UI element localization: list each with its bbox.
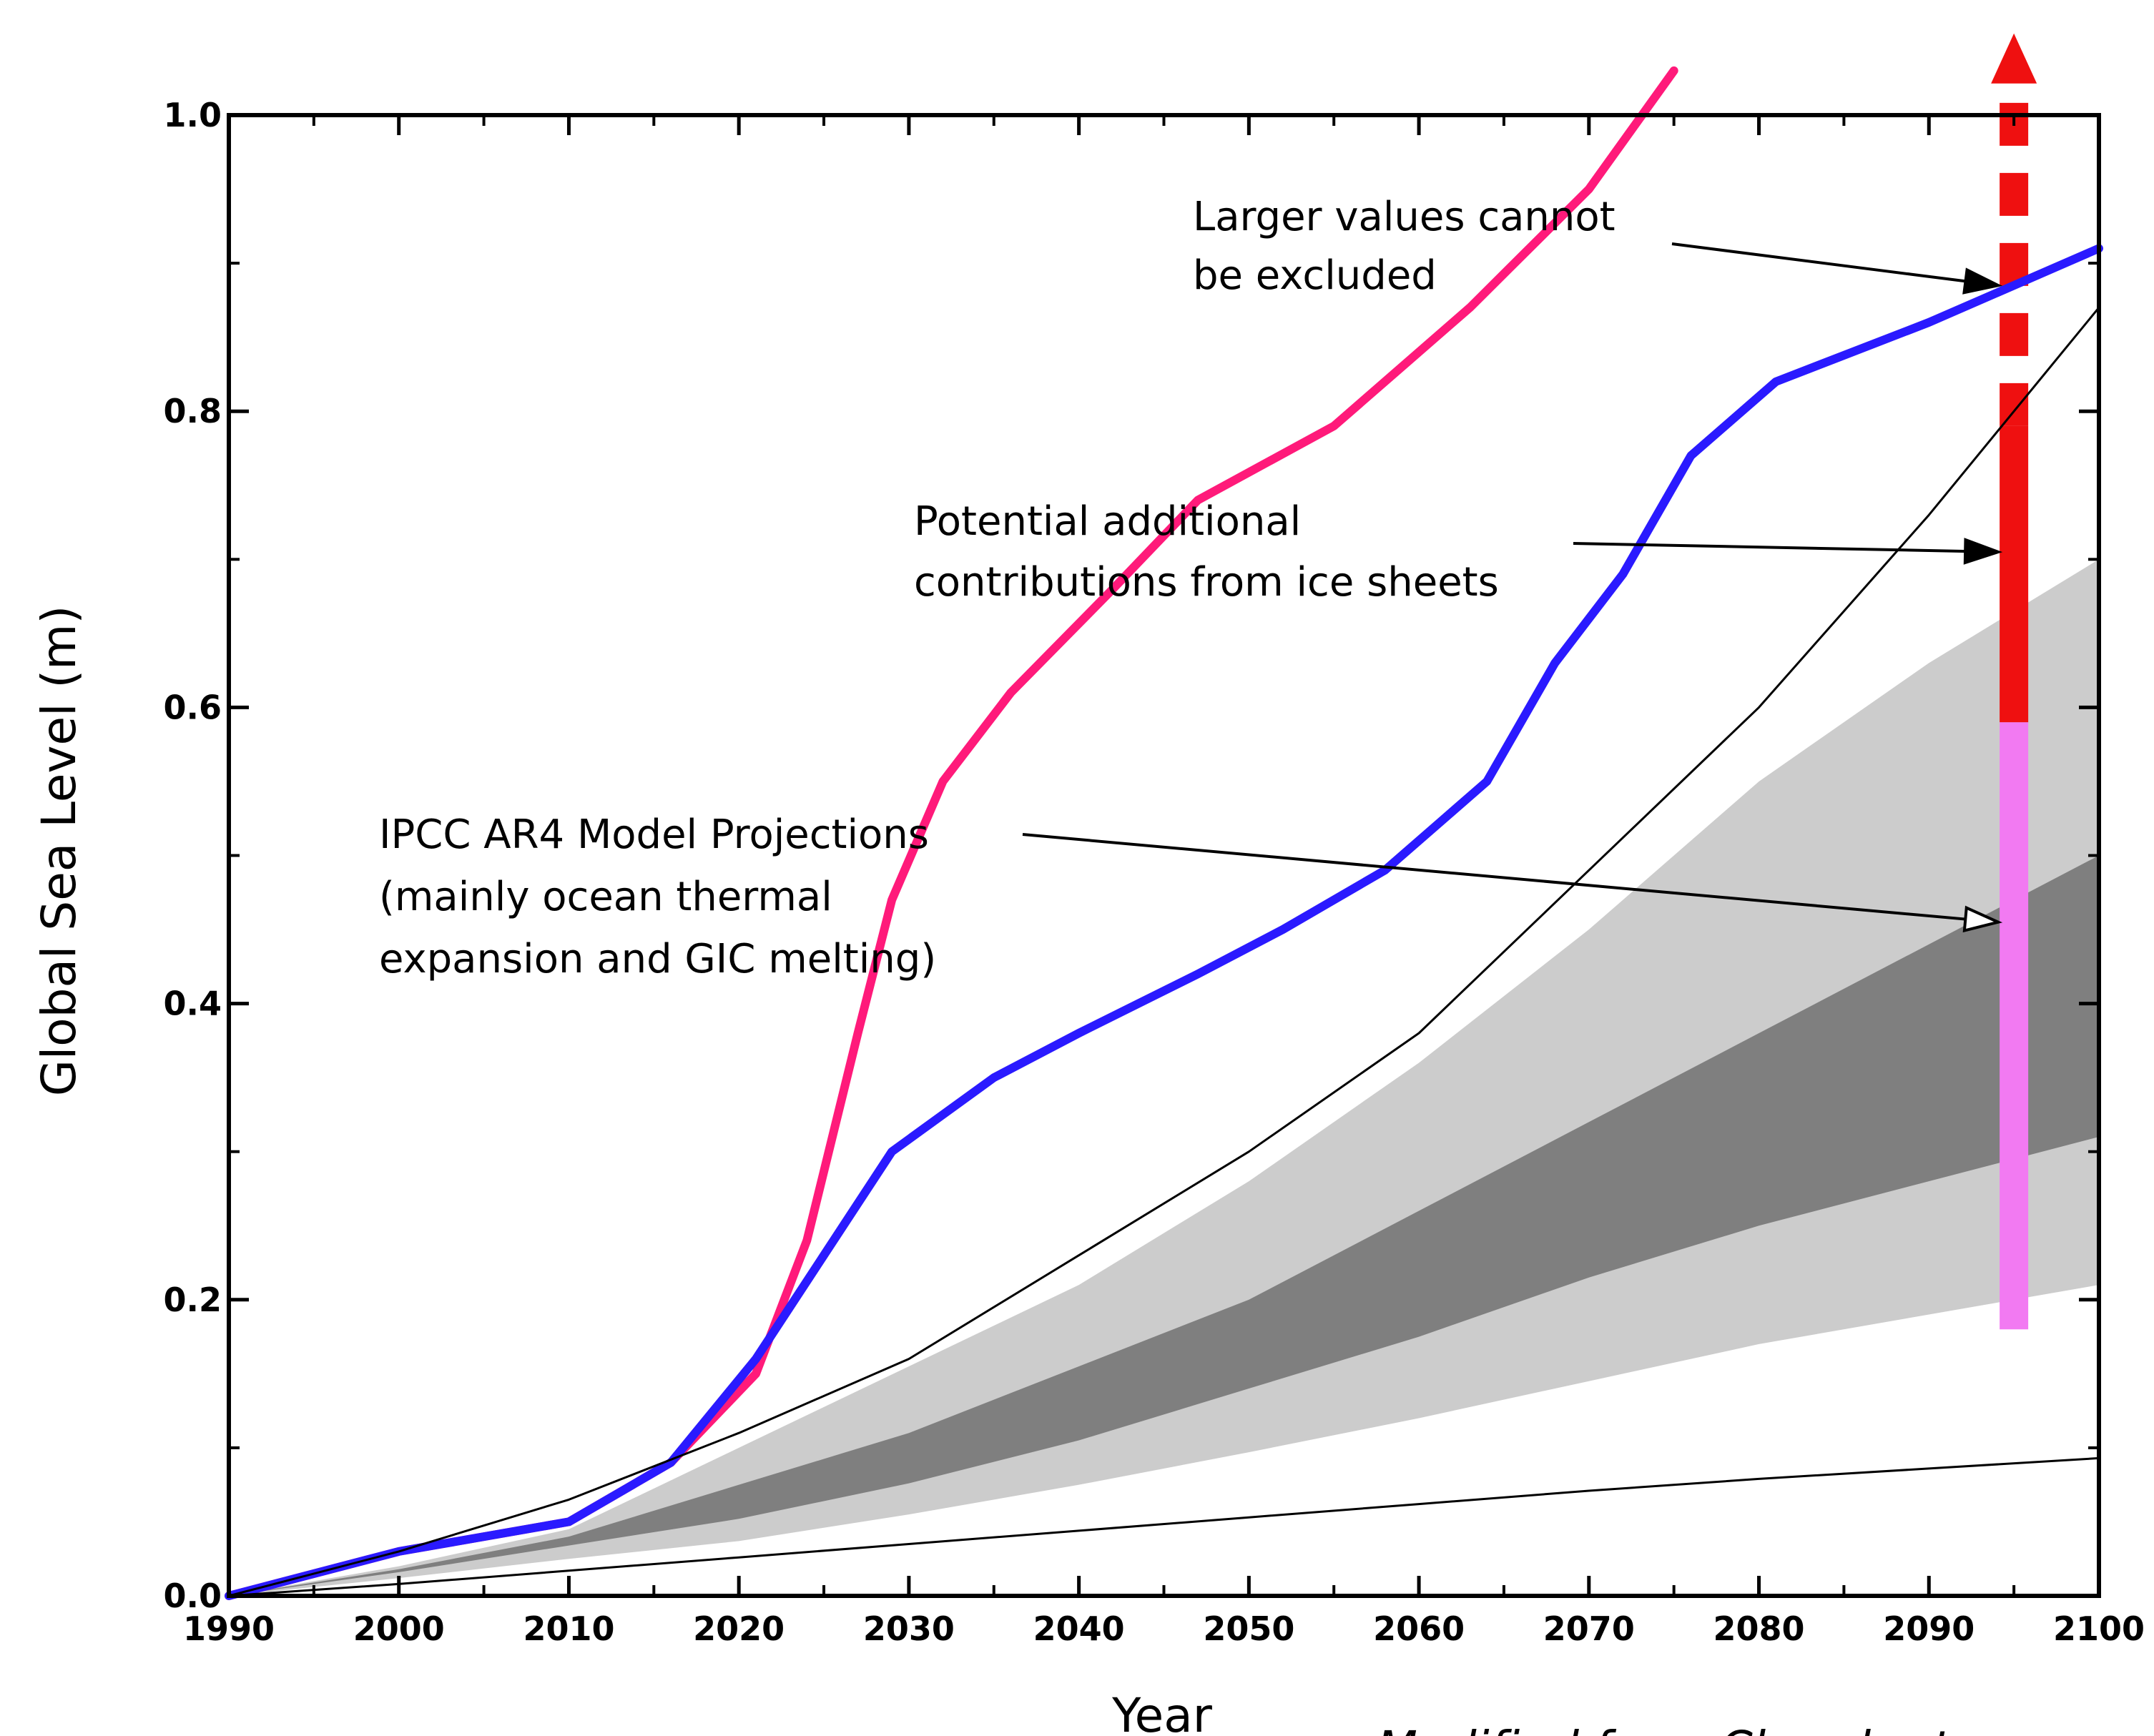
annotation-2-arrow: [1573, 542, 1999, 556]
x-tick-label: 2050: [1203, 1609, 1294, 1648]
x-tick-label: 2040: [1033, 1609, 1125, 1648]
source-credit: Modified from Church et: [1377, 1721, 1952, 1736]
x-tick-label: 2100: [2053, 1609, 2145, 1648]
y-tick-label: 0.2: [164, 1281, 222, 1319]
annotation-3-arrow: [1022, 833, 1998, 922]
series-line-4: [227, 1456, 2100, 1597]
y-tick-label: 1.0: [164, 96, 222, 134]
y-tick-label: 0.8: [164, 392, 222, 430]
uncertainty-band-2: [229, 855, 2099, 1596]
x-tick-label: 2000: [353, 1609, 445, 1648]
annotation-2-line: Potential additional: [914, 498, 1301, 545]
x-tick-label: 2010: [523, 1609, 614, 1648]
annotation-1-arrow: [1671, 242, 1999, 288]
x-tick-label: 2090: [1883, 1609, 1974, 1648]
x-tick-label: 2060: [1373, 1609, 1465, 1648]
annotation-3-arrowhead: [1962, 905, 2003, 933]
series-line-3: [227, 306, 2100, 1597]
series-line-2: [225, 244, 2103, 1600]
x-tick-label: 2030: [863, 1609, 955, 1648]
annotation-1-line: be excluded: [1193, 252, 1437, 299]
annotation-3-line: (mainly ocean thermal: [379, 874, 832, 920]
y-axis-title: Global Sea Level (m): [31, 606, 87, 1096]
annotation-1-line: Larger values cannot: [1193, 194, 1616, 240]
annotation-3-line: IPCC AR4 Model Projections: [379, 812, 929, 858]
y-tick-label: 0.0: [164, 1577, 222, 1615]
annotation-2-arrowhead: [1963, 538, 2003, 565]
range-bar-arrowhead: [1991, 33, 2037, 84]
x-axis-title: Year: [1111, 1688, 1213, 1736]
x-tick-label: 2020: [693, 1609, 785, 1648]
x-tick-label: 2080: [1713, 1609, 1805, 1648]
x-tick-label: 1990: [183, 1609, 275, 1648]
uncertainty-band-1: [229, 559, 2099, 1596]
y-tick-label: 0.6: [164, 688, 222, 726]
y-tick-label: 0.4: [164, 985, 222, 1023]
annotation-2-line: contributions from ice sheets: [914, 559, 1499, 606]
annotation-1-arrowhead: [1962, 267, 2003, 295]
x-tick-label: 2070: [1543, 1609, 1635, 1648]
annotation-3-line: expansion and GIC melting): [379, 936, 936, 982]
